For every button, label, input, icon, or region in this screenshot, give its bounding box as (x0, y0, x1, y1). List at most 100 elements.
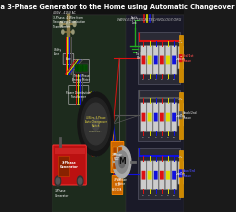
FancyBboxPatch shape (147, 46, 152, 74)
Bar (85, 65, 87, 71)
FancyBboxPatch shape (111, 141, 124, 173)
Text: Fuse: Fuse (66, 57, 71, 61)
FancyBboxPatch shape (73, 60, 89, 82)
Text: Switch: Switch (92, 124, 100, 128)
Text: SP: SP (142, 195, 145, 196)
FancyBboxPatch shape (171, 161, 177, 190)
Bar (118, 147, 122, 153)
Text: Three Phase
Energy Meter: Three Phase Energy Meter (72, 74, 90, 82)
FancyBboxPatch shape (154, 113, 158, 121)
Bar (179, 35, 183, 82)
Text: Wiring a 3-Phase Generator to the Home using Automatic Changeover Switch: Wiring a 3-Phase Generator to the Home u… (0, 4, 236, 10)
Text: WWW.ELECTRICALTECHNOLOGY.ORG: WWW.ELECTRICALTECHNOLOGY.ORG (117, 18, 182, 22)
FancyBboxPatch shape (148, 171, 152, 180)
Text: NP: NP (173, 195, 176, 196)
Bar (52, 15, 126, 212)
Text: 3-Phase
Motor: 3-Phase Motor (116, 178, 127, 186)
FancyBboxPatch shape (69, 85, 89, 105)
Text: 3-Phase
Generator: 3-Phase Generator (60, 161, 79, 169)
Text: Earth
Link: Earth Link (131, 16, 138, 25)
Circle shape (81, 98, 110, 150)
Text: 4-Wire, 3-Phase: 4-Wire, 3-Phase (86, 116, 105, 120)
Bar (78, 65, 80, 71)
Text: SP: SP (154, 137, 157, 138)
Text: 4-Pole
MCB
63/100A: 4-Pole MCB 63/100A (112, 179, 123, 192)
Bar (118, 155, 122, 161)
Circle shape (55, 176, 61, 186)
Bar (55, 148, 84, 154)
FancyBboxPatch shape (178, 162, 183, 184)
Text: SP: SP (148, 137, 151, 138)
FancyBboxPatch shape (159, 103, 165, 131)
FancyBboxPatch shape (160, 56, 164, 64)
FancyBboxPatch shape (139, 148, 180, 199)
Text: SP: SP (142, 137, 145, 138)
FancyBboxPatch shape (159, 161, 165, 190)
FancyBboxPatch shape (147, 103, 152, 131)
Text: Power Distribution
Transformer: Power Distribution Transformer (66, 91, 91, 99)
FancyBboxPatch shape (179, 54, 182, 62)
Text: Auto Changeover: Auto Changeover (85, 120, 107, 124)
FancyBboxPatch shape (141, 46, 146, 74)
Bar (75, 64, 88, 72)
Text: Blue/3rd
Phase: Blue/3rd Phase (183, 169, 196, 178)
Text: SP: SP (167, 195, 169, 196)
FancyBboxPatch shape (153, 103, 159, 131)
FancyBboxPatch shape (142, 171, 145, 180)
FancyBboxPatch shape (171, 46, 177, 74)
FancyBboxPatch shape (165, 103, 171, 131)
Text: DP
MCB: DP MCB (178, 156, 183, 158)
FancyBboxPatch shape (178, 46, 183, 69)
Circle shape (78, 92, 114, 156)
Bar (179, 92, 183, 139)
Circle shape (113, 146, 131, 178)
Circle shape (78, 178, 82, 184)
Circle shape (72, 30, 74, 34)
Text: NP: NP (173, 137, 176, 138)
Bar (113, 163, 117, 169)
Bar (179, 150, 183, 197)
FancyBboxPatch shape (159, 46, 165, 74)
FancyBboxPatch shape (171, 103, 177, 131)
Circle shape (56, 178, 59, 184)
Text: On
Busbars
Segment: On Busbars Segment (176, 56, 186, 60)
FancyBboxPatch shape (154, 56, 158, 64)
Text: SP: SP (154, 195, 157, 196)
Text: SP: SP (160, 137, 163, 138)
Bar (118, 163, 122, 169)
Circle shape (60, 21, 63, 26)
Text: Load Sele...: Load Sele... (89, 131, 102, 132)
FancyBboxPatch shape (139, 89, 180, 141)
Bar (113, 147, 117, 153)
Circle shape (116, 151, 128, 173)
FancyBboxPatch shape (179, 169, 182, 177)
FancyBboxPatch shape (142, 113, 145, 121)
Bar (80, 65, 82, 71)
Text: 3-Phase
Generator: 3-Phase Generator (55, 189, 69, 198)
Circle shape (62, 30, 64, 34)
FancyBboxPatch shape (142, 56, 145, 64)
FancyBboxPatch shape (166, 171, 170, 180)
Text: SP: SP (148, 195, 151, 196)
FancyBboxPatch shape (153, 161, 159, 190)
Circle shape (92, 118, 99, 130)
FancyBboxPatch shape (141, 103, 146, 131)
FancyBboxPatch shape (139, 32, 180, 84)
Circle shape (77, 176, 83, 186)
FancyBboxPatch shape (166, 113, 170, 121)
FancyBboxPatch shape (172, 113, 176, 121)
FancyBboxPatch shape (178, 103, 183, 126)
FancyBboxPatch shape (112, 176, 123, 194)
FancyBboxPatch shape (63, 53, 74, 64)
FancyBboxPatch shape (172, 171, 176, 180)
Bar (75, 65, 77, 71)
Circle shape (84, 103, 107, 145)
Bar (113, 155, 117, 161)
Bar (126, 15, 184, 212)
Bar (58, 156, 69, 176)
Text: M: M (118, 158, 126, 166)
Text: Black/2nd
Phase: Black/2nd Phase (183, 111, 198, 120)
FancyBboxPatch shape (160, 113, 164, 121)
Text: DP
MCB: DP MCB (178, 98, 183, 100)
FancyBboxPatch shape (153, 46, 159, 74)
